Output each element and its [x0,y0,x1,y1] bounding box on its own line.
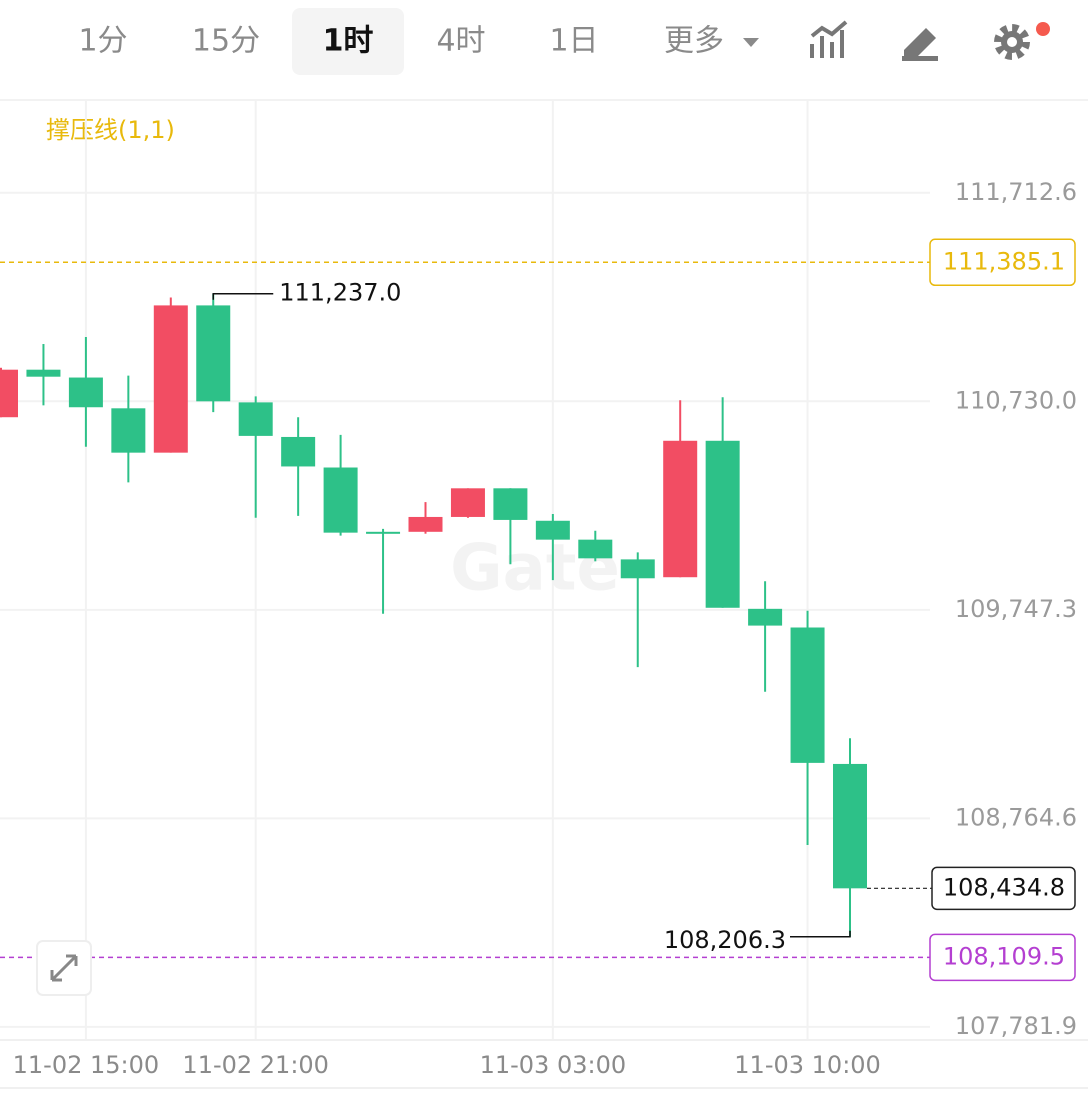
expand-button[interactable] [36,940,92,996]
x-tick-label: 11-02 15:00 [13,1051,160,1079]
candle-body [833,763,867,889]
level-tag [929,238,1076,287]
indicator-label: 撑压线(1,1) [46,116,175,144]
indicator-icon[interactable] [810,20,848,58]
candle-body [790,627,825,763]
candle-body [748,608,783,626]
dropdown-arrow [743,38,759,47]
candle-body [238,402,273,436]
last-price-label: 108,434.8 [943,873,1065,901]
candle-body [281,436,316,467]
candle-body [111,408,146,453]
settings-icon[interactable] [994,22,1050,60]
candle-body [578,539,613,559]
y-tick-label: 108,764.6 [955,803,1077,831]
candle-body [196,305,231,402]
low-marker [790,930,851,938]
plot: 111,712.6 110,730.0 109,747.3 108,764.6 107,… [0,100,1077,1079]
interval-tab[interactable]: 1日 [549,24,598,59]
candle-body [323,467,358,533]
candle-body [450,488,485,517]
y-tick-label: 109,747.3 [955,595,1077,623]
level-label: 108,109.5 [943,942,1065,970]
x-tick-label: 11-03 03:00 [480,1051,627,1079]
x-tick-label: 11-02 21:00 [182,1051,329,1079]
y-tick-label: 110,730.0 [955,386,1077,414]
x-tick-label: 11-03 10:00 [734,1051,881,1079]
level-label: 111,385.1 [943,247,1065,275]
candle-body [535,520,570,540]
candle-body [366,531,401,534]
candle-body [493,488,528,520]
candle-body [620,559,655,579]
toolbar: 更多 1分 15分 1时 4时 1日 [78,8,1050,75]
interval-tab[interactable]: 15分 [192,24,260,59]
interval-tab[interactable]: 1分 [78,24,127,59]
candle-body [0,369,18,418]
candle-body [705,440,740,608]
level-tag [929,933,1076,982]
candle-body [26,369,61,377]
active-tab [292,8,404,75]
last-price-tag [931,866,1076,911]
candle-body [68,377,103,408]
y-tick-label: 111,712.6 [955,178,1077,206]
candle-body [663,440,698,578]
draw-icon[interactable] [902,28,938,61]
more-button[interactable]: 更多 [664,24,724,59]
interval-tab[interactable]: 1时 [323,24,374,59]
interval-tab[interactable]: 4时 [436,24,485,59]
candle-body [408,516,443,532]
candle-body [153,305,188,453]
y-tick-label: 107,781.9 [955,1012,1077,1040]
low-label: 108,206.3 [664,926,786,954]
high-marker [212,292,274,300]
high-label: 111,237.0 [279,279,401,307]
